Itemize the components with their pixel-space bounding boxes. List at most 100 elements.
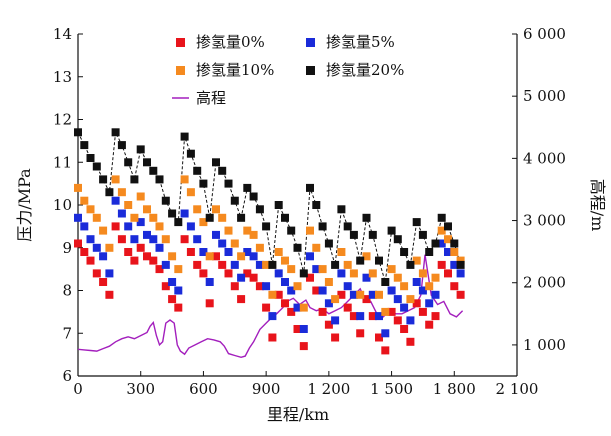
data-point-series-1	[168, 278, 177, 286]
data-point-series-2	[86, 205, 95, 214]
data-point-series-1	[444, 248, 452, 256]
data-point-series-3	[130, 175, 139, 184]
data-point-series-1	[387, 286, 396, 295]
data-point-series-3	[111, 128, 120, 137]
data-point-series-0	[293, 325, 302, 333]
data-point-series-2	[406, 295, 415, 304]
data-point-series-0	[130, 256, 139, 265]
data-point-series-1	[375, 312, 383, 321]
data-point-series-2	[249, 230, 258, 239]
data-point-series-0	[149, 256, 158, 265]
data-point-series-0	[368, 312, 377, 321]
data-point-series-1	[406, 316, 415, 325]
data-point-series-1	[205, 278, 214, 286]
data-point-series-1	[161, 260, 170, 269]
data-point-series-2	[343, 260, 352, 269]
left-tick-label: 11	[53, 153, 72, 171]
data-point-series-3	[186, 149, 195, 158]
data-point-series-2	[262, 260, 271, 269]
data-point-series-3	[281, 213, 289, 222]
data-point-series-3	[324, 239, 333, 248]
data-point-series-3	[343, 222, 352, 231]
data-point-series-0	[318, 307, 327, 316]
data-point-series-3	[349, 230, 358, 239]
data-point-series-0	[99, 278, 108, 286]
data-point-series-0	[400, 325, 409, 333]
data-point-series-2	[318, 265, 327, 274]
data-point-series-0	[437, 260, 446, 269]
data-point-series-3	[174, 218, 183, 227]
data-point-series-1	[393, 295, 402, 304]
data-point-series-1	[117, 209, 126, 218]
x-tick-label: 300	[126, 380, 155, 398]
data-point-series-2	[105, 243, 114, 252]
x-tick-label: 1 500	[370, 380, 413, 398]
data-point-series-2	[124, 201, 133, 209]
data-point-series-1	[92, 243, 101, 252]
data-point-series-0	[237, 295, 246, 304]
data-point-series-0	[212, 252, 220, 261]
data-point-series-3	[193, 166, 202, 175]
data-point-series-0	[456, 290, 465, 299]
data-point-series-1	[312, 265, 321, 274]
data-point-series-0	[86, 256, 95, 265]
data-point-series-2	[243, 226, 252, 235]
data-point-series-3	[431, 239, 440, 248]
data-point-series-3	[450, 239, 459, 248]
right-tick-label: 2 000	[523, 274, 566, 292]
left-tick-label: 8	[62, 282, 72, 300]
data-point-series-0	[92, 269, 101, 278]
data-point-series-2	[387, 265, 396, 274]
data-point-series-2	[456, 256, 465, 265]
data-point-series-2	[437, 226, 446, 235]
data-point-series-2	[293, 282, 302, 291]
x-axis-title: 里程/km	[267, 405, 329, 424]
data-point-series-2	[444, 235, 452, 244]
data-point-series-1	[86, 235, 95, 244]
data-point-series-1	[80, 222, 89, 231]
data-point-series-1	[136, 218, 145, 227]
data-point-series-0	[337, 290, 346, 299]
data-point-series-3	[155, 175, 164, 184]
data-point-series-3	[86, 154, 95, 162]
x-axis-ticks: 0 300 600 900 1 200 1 500 1 800 2 100	[73, 371, 538, 398]
data-point-series-1	[356, 312, 365, 321]
x-tick-label: 1 200	[307, 380, 350, 398]
data-point-series-1	[111, 196, 120, 205]
data-point-series-1	[262, 282, 271, 291]
data-point-series-3	[212, 158, 220, 167]
data-point-series-3	[92, 162, 101, 171]
data-point-series-3	[99, 175, 108, 184]
data-point-series-1	[425, 299, 434, 308]
data-point-series-1	[368, 290, 377, 299]
data-point-series-1	[324, 299, 333, 308]
data-point-series-1	[243, 248, 252, 256]
right-axis-title: 高程/m	[588, 179, 607, 232]
data-point-series-2	[349, 269, 358, 278]
data-point-series-0	[224, 269, 233, 278]
data-point-series-2	[161, 235, 170, 244]
data-point-series-2	[425, 282, 434, 291]
data-point-series-2	[281, 256, 289, 265]
data-point-series-3	[74, 128, 82, 137]
data-point-series-0	[117, 235, 126, 244]
data-point-series-1	[155, 243, 164, 252]
data-point-series-2	[117, 188, 126, 197]
data-point-series-3	[249, 192, 258, 201]
left-tick-label: 6	[62, 367, 72, 385]
data-point-series-1	[268, 312, 277, 321]
data-point-series-0	[268, 333, 277, 342]
data-point-series-0	[255, 282, 264, 291]
data-point-series-0	[306, 273, 314, 282]
right-tick-label: 3 000	[523, 212, 566, 230]
data-point-series-2	[186, 188, 195, 197]
data-point-series-3	[299, 269, 308, 278]
data-point-series-2	[412, 256, 421, 265]
data-point-series-2	[174, 265, 183, 274]
data-point-series-2	[268, 290, 277, 299]
series-markers	[74, 128, 465, 355]
data-point-series-3	[274, 201, 283, 209]
left-tick-label: 10	[53, 196, 72, 214]
data-point-series-3	[105, 188, 114, 197]
data-point-series-3	[393, 235, 402, 244]
